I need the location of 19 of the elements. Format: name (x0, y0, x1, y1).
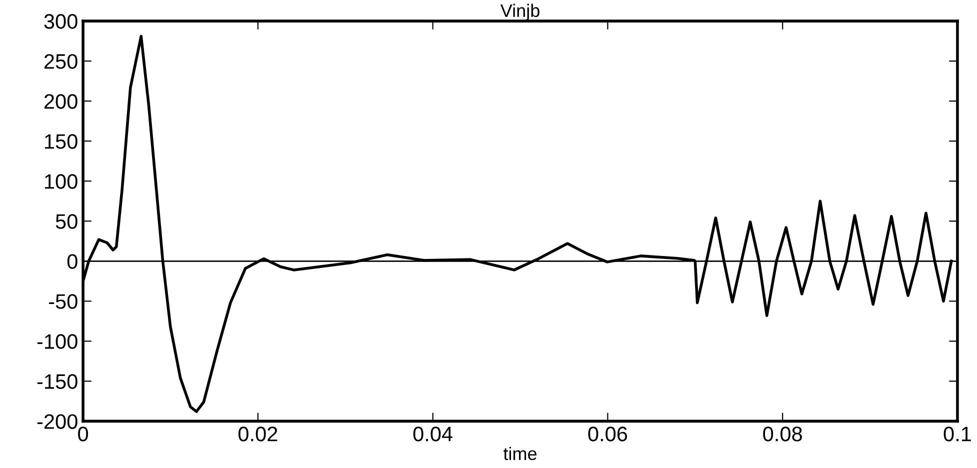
y-tick-label: 100 (45, 174, 78, 189)
x-tick-label: 0.08 (763, 426, 802, 442)
y-tick-label: 150 (45, 134, 78, 149)
x-tick-label: 0 (78, 426, 88, 442)
x-tick-label: 0.06 (588, 426, 628, 442)
x-tick-label: 0.04 (413, 426, 452, 442)
y-tick-label: -100 (37, 334, 78, 349)
y-tick-label: -150 (37, 374, 78, 389)
y-tick-label: 200 (44, 94, 78, 109)
x-axis-title: time (503, 446, 537, 460)
y-tick-label: -50 (49, 294, 78, 309)
x-tick-label: 0.02 (238, 426, 278, 442)
y-tick-label: 0 (67, 254, 78, 269)
x-tick-label: 0.1 (944, 426, 971, 442)
y-tick-label: 250 (44, 54, 78, 69)
y-tick-label: 300 (44, 14, 78, 29)
y-tick-label: 50 (56, 214, 78, 229)
y-tick-label: -200 (37, 414, 78, 429)
chart-title: Vinjb (500, 4, 540, 21)
